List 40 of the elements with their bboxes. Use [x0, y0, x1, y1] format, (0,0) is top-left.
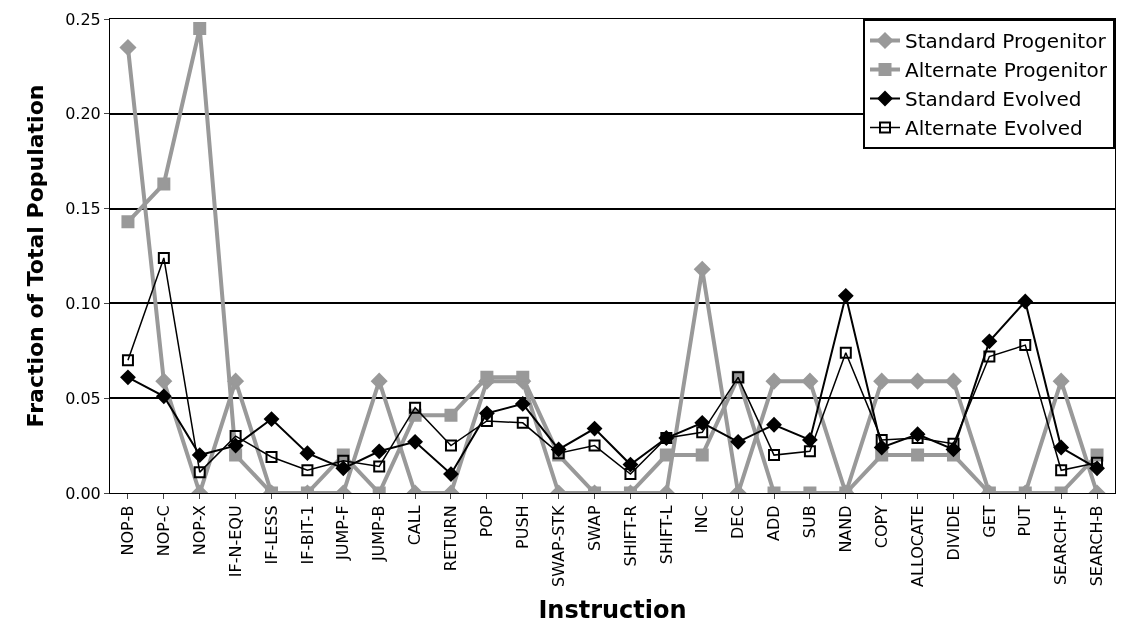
x-tick-label: IF-LESS: [261, 505, 281, 565]
x-tick-label: JUMP-B: [369, 505, 389, 563]
x-tick-label: ADD: [764, 505, 784, 541]
legend-label: Standard Evolved: [905, 87, 1082, 112]
y-tick-label: 0.15: [65, 199, 101, 219]
x-tick-label: COPY: [871, 505, 891, 549]
x-tick-label: SUB: [800, 505, 820, 539]
y-tick-label: 0.00: [65, 483, 101, 503]
x-tick-label: SEARCH-B: [1087, 505, 1107, 587]
y-tick-label: 0.10: [65, 294, 101, 313]
x-tick-label: IF-BIT-1: [297, 505, 317, 565]
x-tick-label: POP: [477, 505, 497, 538]
legend-label: Standard Progenitor: [905, 29, 1107, 54]
x-axis-title: Instruction: [538, 596, 687, 625]
x-tick-label: CALL: [405, 505, 425, 546]
x-tick-label: SWAP-STK: [548, 504, 568, 587]
x-tick-label: INC: [692, 505, 712, 534]
x-tick-label: SEARCH-F: [1051, 505, 1071, 586]
x-tick-label: IF-N-EQU: [225, 505, 245, 578]
x-tick-label: SHIFT-L: [656, 505, 676, 565]
x-tick-label: SHIFT-R: [620, 505, 640, 567]
y-tick-label: 0.25: [65, 9, 101, 29]
x-tick-label: DIVIDE: [943, 505, 963, 561]
x-tick-label: DEC: [728, 505, 748, 540]
y-tick-label: 0.20: [65, 104, 101, 124]
legend-label: Alternate Progenitor: [905, 58, 1108, 83]
y-axis-title: Fraction of Total Population: [22, 84, 48, 428]
x-tick-label: RETURN: [441, 505, 461, 572]
y-tick-label: 0.05: [65, 388, 101, 408]
x-tick-label: SWAP: [584, 505, 604, 552]
x-tick-label: JUMP-F: [333, 505, 353, 561]
x-tick-label: NOP-C: [154, 505, 174, 557]
x-tick-label: PUT: [1015, 505, 1035, 537]
legend-label: Alternate Evolved: [905, 116, 1083, 141]
x-tick-label: NAND: [836, 505, 855, 553]
x-tick-label: NOP-X: [189, 505, 209, 556]
x-tick-label: GET: [979, 505, 999, 538]
x-tick-label: ALLOCATE: [907, 505, 927, 587]
x-tick-label: NOP-B: [118, 505, 138, 556]
x-tick-label: PUSH: [512, 505, 532, 549]
